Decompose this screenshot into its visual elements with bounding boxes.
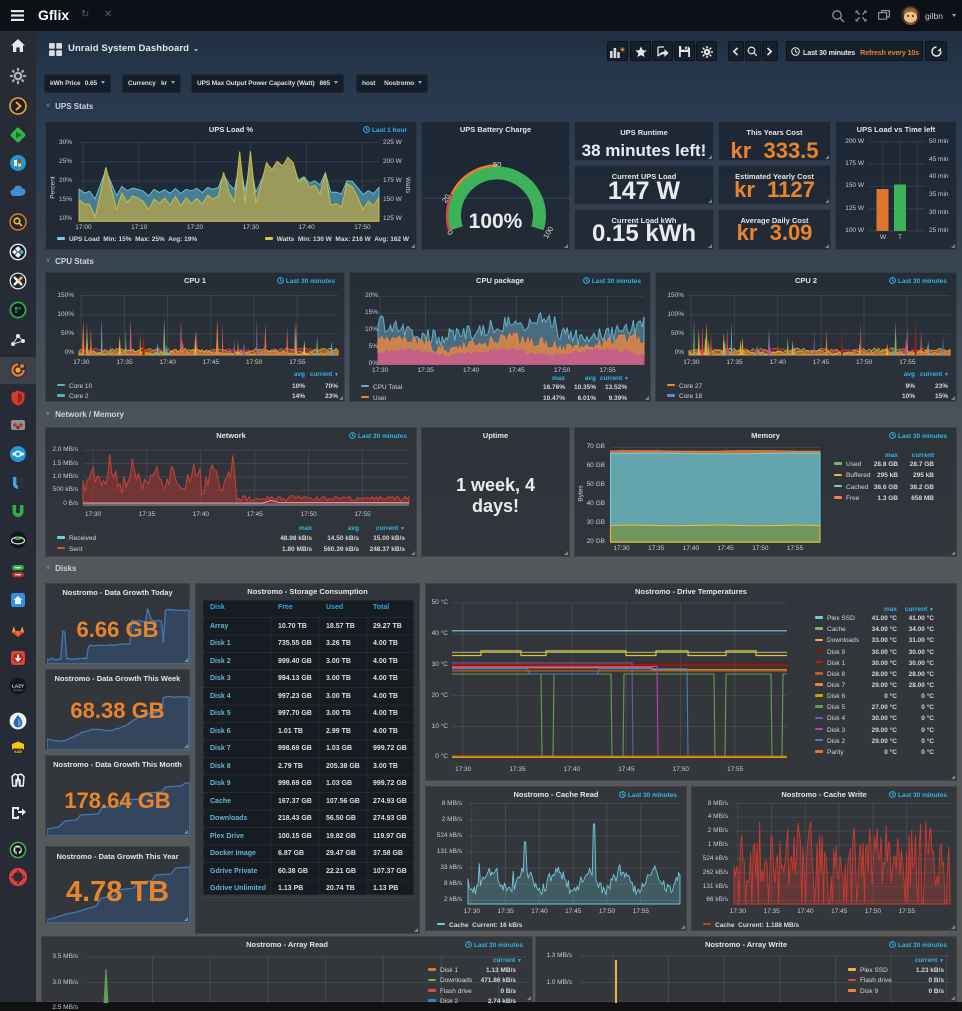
svg-text:librarian: librarian — [13, 688, 23, 692]
svg-text:sab: sab — [14, 749, 22, 755]
svg-text:LAZY: LAZY — [12, 684, 24, 689]
